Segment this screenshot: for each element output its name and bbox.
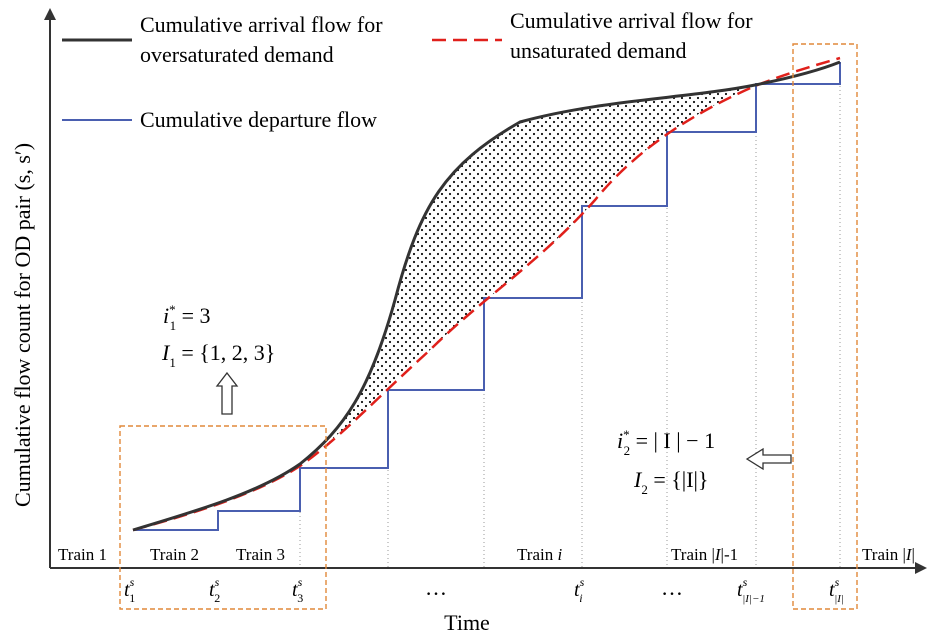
train-last-minus-one-label: Train |I|-1 <box>671 545 738 564</box>
legend: Cumulative arrival flow for oversaturate… <box>62 8 753 132</box>
departure-flow-staircase <box>133 62 841 531</box>
ellipsis-1: … <box>425 575 447 600</box>
tick-t3: ts 3 <box>292 575 303 605</box>
annotation-left-line2: I1 = {1, 2, 3} <box>161 340 275 370</box>
time-ticks: ts 1 ts 2 ts 3 ts i ts |I|−1 ts |I| <box>124 575 844 605</box>
highlight-box-first-trains <box>119 425 327 610</box>
x-axis-label: Time <box>444 610 490 635</box>
tick-t-last: ts |I| <box>829 575 844 605</box>
tick-t-last-minus-one: ts |I|−1 <box>737 575 765 605</box>
tick-t2: ts 2 <box>209 575 220 605</box>
tick-ti: ts i <box>574 575 585 605</box>
annotation-right-line2: I2 = {|I|} <box>633 467 709 497</box>
left-hollow-arrow <box>745 447 792 471</box>
legend-unsaturated-line2: unsaturated demand <box>510 38 687 63</box>
legend-oversaturated-line2: oversaturated demand <box>140 42 334 67</box>
train-i-prefix: Train <box>517 545 554 564</box>
annotation-right-line1: i* 2 = | I | − 1 <box>617 427 715 458</box>
train-1-label: Train 1 <box>58 545 107 564</box>
train-i-label: Train i <box>517 545 562 564</box>
oversaturated-arrival-curve <box>132 60 841 532</box>
train-3-label: Train 3 <box>236 545 285 564</box>
up-hollow-arrow <box>215 371 239 415</box>
annotation-first-set: i* 1 = 3 I1 = {1, 2, 3} <box>161 302 275 370</box>
ellipsis-2: … <box>661 575 683 600</box>
annotation-last-set: i* 2 = | I | − 1 I2 = {|I|} <box>617 427 715 497</box>
tick-t1: ts 1 <box>124 575 135 605</box>
legend-oversaturated-line1: Cumulative arrival flow for <box>140 12 383 37</box>
y-axis-label: Cumulative flow count for OD pair (s, s′… <box>10 143 35 507</box>
annotation-left-line1: i* 1 = 3 <box>163 302 211 333</box>
legend-unsaturated-line1: Cumulative arrival flow for <box>510 8 753 33</box>
highlight-box-last-train <box>792 43 858 610</box>
train-last-label: Train |I| <box>862 545 915 564</box>
train-2-label: Train 2 <box>150 545 199 564</box>
dotted-gap-region <box>300 85 755 465</box>
train-i-var: i <box>557 545 562 564</box>
legend-departure-label: Cumulative departure flow <box>140 107 377 132</box>
